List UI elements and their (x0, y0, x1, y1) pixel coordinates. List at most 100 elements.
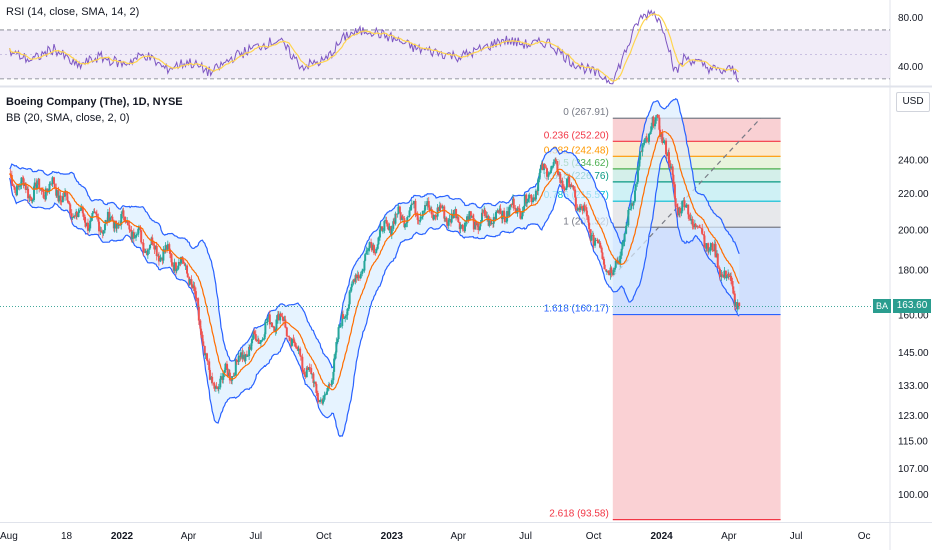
candle-body (230, 380, 233, 382)
candle-body (712, 250, 715, 252)
candle-body (152, 244, 155, 246)
candle-body (204, 353, 207, 355)
candle-body (182, 260, 185, 264)
candle-body (450, 213, 453, 223)
candle-body (620, 248, 623, 256)
candle-body (140, 230, 143, 243)
candle-body (568, 176, 571, 188)
candle-body (98, 221, 101, 232)
candle-body (70, 213, 73, 219)
candle-body (18, 186, 21, 188)
candle-body (685, 204, 688, 207)
candle-body (526, 201, 529, 204)
y-tick-label: 200.00 (898, 225, 929, 236)
candle-body (35, 184, 38, 190)
candle-body (361, 270, 364, 274)
fib-zone (612, 118, 781, 142)
candle-body (84, 222, 87, 227)
candle-body (723, 270, 726, 278)
candle-body (375, 248, 378, 253)
candle-body (254, 334, 257, 341)
candle-body (244, 354, 247, 362)
candle-body (148, 248, 151, 250)
candle-body (124, 221, 127, 223)
candle-body (88, 228, 91, 231)
candle-body (386, 223, 389, 227)
candle-body (579, 206, 582, 211)
candle-body (186, 265, 189, 274)
candle-body (173, 262, 176, 271)
candle-body (337, 327, 340, 340)
candle-body (472, 215, 475, 219)
candle-body (405, 222, 408, 224)
candle-body (395, 213, 398, 215)
candle-body (638, 159, 641, 167)
x-tick-label: 18 (61, 531, 73, 542)
candle-body (164, 245, 167, 251)
candle-body (561, 180, 564, 189)
last-price-badge: 163.60 (893, 299, 931, 314)
candle-body (441, 206, 444, 209)
candle-body (245, 354, 248, 357)
y-tick-label: 115.00 (898, 436, 928, 447)
candle-body (588, 222, 591, 230)
candle-body (594, 240, 597, 241)
candle-body (95, 213, 98, 218)
candle-body (628, 209, 631, 211)
candle-body (80, 206, 83, 211)
candle-body (174, 262, 177, 272)
candle-body (381, 226, 384, 231)
candle-body (676, 206, 679, 216)
candle-body (359, 273, 362, 279)
currency-button[interactable]: USD (896, 92, 930, 112)
candle-body (166, 244, 169, 250)
candle-body (133, 237, 136, 239)
candle-body (397, 206, 400, 214)
candle-body (89, 220, 92, 229)
candle-body (384, 220, 387, 221)
candle-body (525, 194, 528, 204)
candle-body (361, 270, 364, 272)
candle-body (426, 201, 429, 206)
candle-body (292, 338, 295, 340)
candle-body (374, 252, 377, 254)
candle-body (642, 142, 645, 145)
candle-body (536, 190, 539, 192)
candle-body (629, 208, 632, 210)
candle-body (324, 394, 327, 396)
candle-body (625, 225, 628, 234)
candle-body (284, 319, 287, 328)
candle-body (201, 334, 204, 342)
candle-body (649, 131, 652, 134)
candle-body (33, 182, 36, 187)
candle-body (197, 298, 200, 307)
candle-body (446, 221, 449, 226)
fib-level-label: 0.236 (252.20) (544, 130, 609, 141)
candle-body (523, 205, 526, 211)
x-tick-label: Jul (249, 531, 262, 542)
candle-body (129, 229, 132, 231)
candle-body (383, 220, 386, 231)
x-tick-label: Apr (181, 531, 197, 542)
candle-body (556, 161, 559, 171)
candle-body (633, 190, 636, 202)
candle-body (621, 241, 624, 249)
candle-body (42, 191, 45, 198)
candle-body (345, 315, 348, 317)
candle-body (738, 302, 741, 306)
candle-body (718, 267, 721, 269)
candle-body (208, 369, 211, 380)
candle-body (51, 177, 54, 185)
candle-body (577, 208, 580, 211)
candle-body (363, 260, 366, 271)
candle-body (432, 214, 435, 220)
candle-body (171, 262, 174, 265)
y-tick-label: 180.00 (898, 265, 929, 276)
candle-body (38, 178, 41, 189)
candle-body (379, 226, 382, 230)
candle-body (734, 301, 737, 306)
candle-body (253, 331, 256, 335)
candle-body (468, 211, 471, 221)
candle-body (601, 252, 604, 259)
candle-body (64, 191, 67, 197)
